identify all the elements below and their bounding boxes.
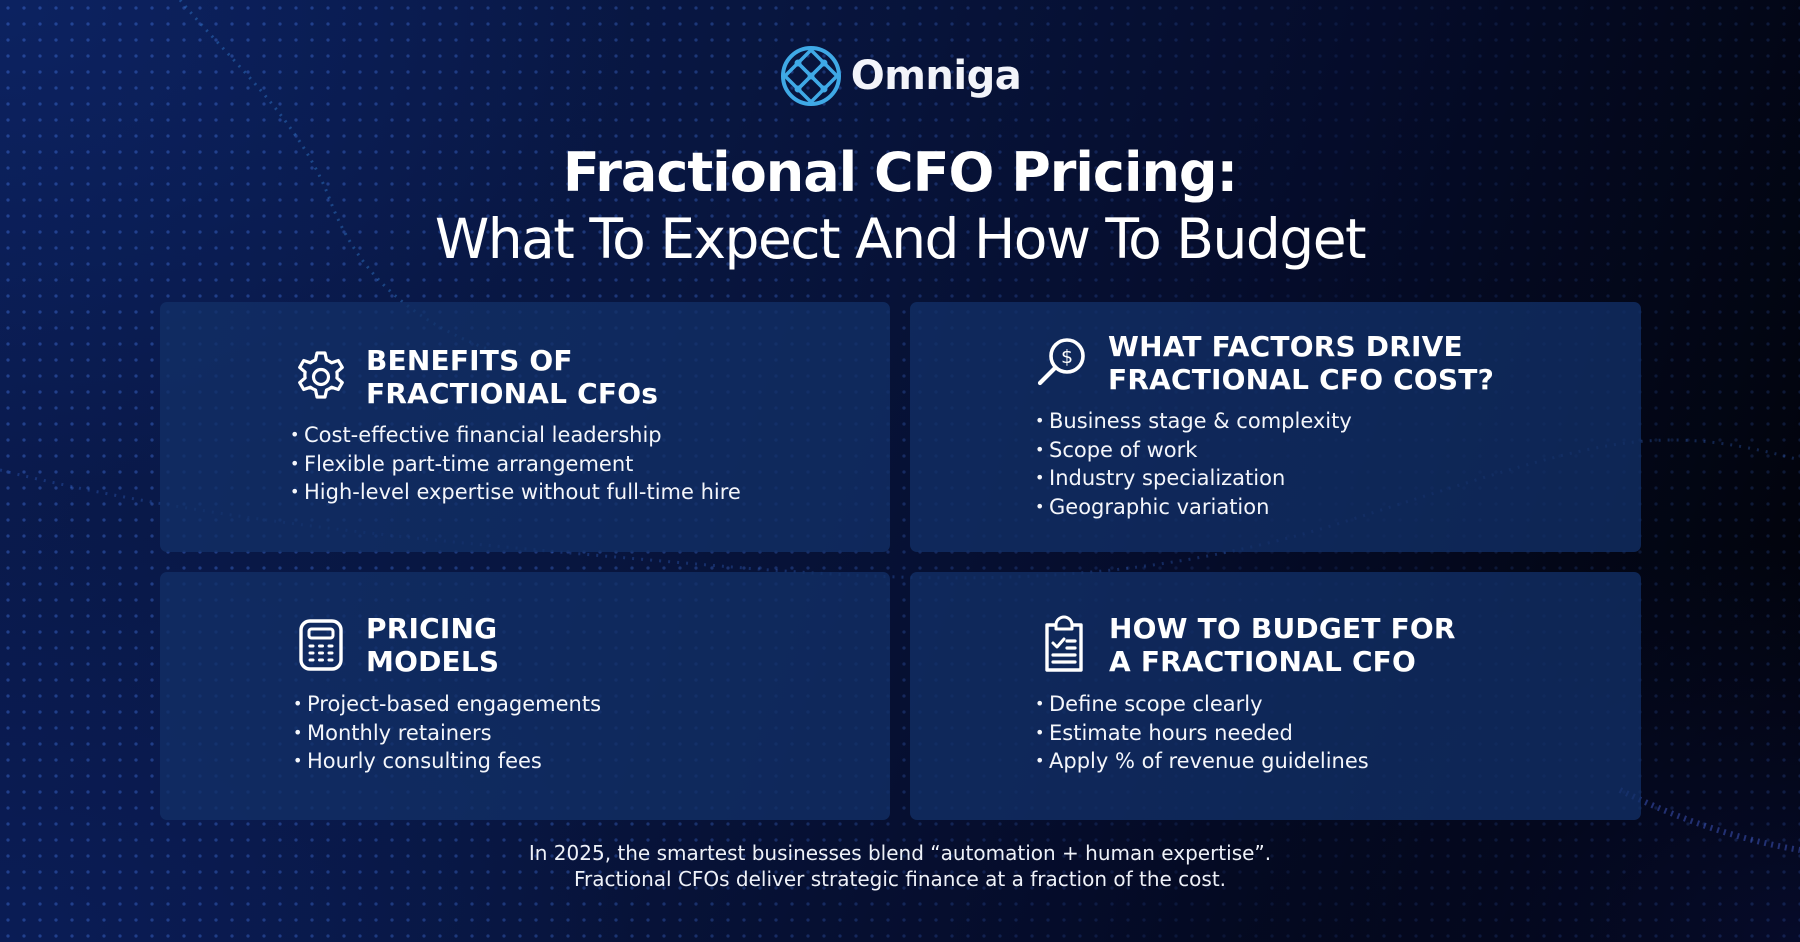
- gear-icon: [298, 351, 344, 399]
- list-item-text: Industry specialization: [1049, 466, 1286, 490]
- card-bullet-list: • Cost-effective financial leadership • Fl…: [290, 421, 741, 507]
- list-item-text: Geographic variation: [1049, 494, 1270, 519]
- card-header: $ WHAT FACTORS DRIVE FRACTIONAL CFO COST…: [1032, 330, 1494, 396]
- card-header: PRICING MODELS: [290, 612, 499, 678]
- globe-lattice-icon: [780, 46, 841, 106]
- brand-name: Omniga: [850, 53, 1022, 99]
- card-bullet-list: • Project-based engagements • Monthly reta…: [293, 690, 601, 776]
- bullet-icon: •: [290, 425, 300, 444]
- card-title-line: WHAT FACTORS DRIVE: [1108, 330, 1463, 363]
- list-item-text: Apply % of revenue guidelines: [1049, 749, 1369, 773]
- list-item-text: Estimate hours needed: [1049, 720, 1293, 745]
- bullet-icon: •: [1035, 722, 1045, 742]
- list-item: • Scope of work: [1035, 436, 1352, 465]
- calculator-icon: [299, 619, 343, 671]
- card-header: BENEFITS OF FRACTIONAL CFOs: [290, 344, 658, 410]
- list-item-text: Business stage & complexity: [1049, 409, 1352, 433]
- card-title: PRICING MODELS: [366, 612, 499, 678]
- list-item-text: Hourly consulting fees: [307, 749, 542, 773]
- list-item: • High-level expertise without full-time …: [290, 478, 741, 507]
- list-item: • Geographic variation: [1035, 493, 1352, 522]
- card-budgeting: HOW TO BUDGET FOR A FRACTIONAL CFO • Defi…: [910, 572, 1641, 820]
- title-subtitle: What To Expect And How To Budget: [434, 207, 1367, 271]
- clipboard-checklist-icon: [1045, 615, 1083, 672]
- bullet-icon: •: [1035, 751, 1045, 770]
- card-title: WHAT FACTORS DRIVE FRACTIONAL CFO COST?: [1108, 330, 1494, 396]
- list-item: • Industry specialization: [1035, 464, 1352, 493]
- footer-tagline: In 2025, the smartest businesses blend “…: [0, 840, 1800, 892]
- list-item: • Monthly retainers: [293, 719, 601, 748]
- bullet-icon: •: [293, 694, 303, 713]
- list-item: • Project-based engagements: [293, 690, 601, 719]
- bullet-icon: •: [1035, 468, 1045, 487]
- list-item: • Hourly consulting fees: [293, 747, 601, 776]
- footer-line-1: In 2025, the smartest businesses blend “…: [528, 841, 1272, 865]
- card-pricing-models: PRICING MODELS • Project-based engagement…: [160, 572, 890, 820]
- title-main: Fractional CFO Pricing:: [562, 141, 1238, 204]
- svg-text:$: $: [1061, 346, 1073, 368]
- card-benefits: BENEFITS OF FRACTIONAL CFOs • Cost-effect…: [160, 302, 890, 552]
- bullet-icon: •: [1035, 411, 1045, 430]
- bullet-icon: •: [1035, 496, 1045, 516]
- brand-logo: Omniga: [0, 44, 1800, 108]
- list-item-text: Flexible part-time arrangement: [304, 451, 634, 476]
- magnifier-dollar-icon: $: [1037, 338, 1085, 386]
- bullet-icon: •: [290, 453, 300, 473]
- card-title: HOW TO BUDGET FOR A FRACTIONAL CFO: [1109, 612, 1456, 678]
- page-title: Fractional CFO Pricing: What To Expect A…: [0, 140, 1800, 272]
- card-bullet-list: • Define scope clearly • Estimate hours ne…: [1035, 690, 1369, 776]
- list-item: • Define scope clearly: [1035, 690, 1369, 719]
- card-title-line: PRICING: [366, 612, 498, 645]
- list-item-text: Monthly retainers: [307, 720, 492, 745]
- card-title-line: FRACTIONAL CFO COST?: [1108, 363, 1495, 396]
- card-header: HOW TO BUDGET FOR A FRACTIONAL CFO: [1033, 612, 1456, 678]
- list-item-text: Cost-effective financial leadership: [304, 423, 662, 447]
- card-title-line: MODELS: [366, 645, 500, 678]
- bullet-icon: •: [290, 482, 300, 501]
- card-cost-factors: $ WHAT FACTORS DRIVE FRACTIONAL CFO COST…: [910, 302, 1641, 552]
- card-title-line: A FRACTIONAL CFO: [1109, 645, 1417, 678]
- card-title-line: FRACTIONAL CFOs: [366, 377, 659, 410]
- list-item: • Estimate hours needed: [1035, 719, 1369, 748]
- bullet-icon: •: [1035, 439, 1045, 459]
- list-item-text: Define scope clearly: [1049, 692, 1263, 716]
- bullet-icon: •: [293, 751, 303, 770]
- bullet-icon: •: [293, 722, 303, 742]
- footer-line-2: Fractional CFOs deliver strategic financ…: [573, 867, 1227, 891]
- list-item: • Business stage & complexity: [1035, 407, 1352, 436]
- list-item: • Cost-effective financial leadership: [290, 421, 741, 450]
- card-title-line: BENEFITS OF: [366, 344, 573, 377]
- list-item-text: Project-based engagements: [307, 692, 602, 716]
- card-bullet-list: • Business stage & complexity • Scope of w…: [1035, 407, 1352, 521]
- card-title-line: HOW TO BUDGET FOR: [1109, 612, 1456, 645]
- bullet-icon: •: [1035, 694, 1045, 713]
- list-item-text: Scope of work: [1049, 437, 1198, 462]
- list-item-text: High-level expertise without full-time h…: [304, 480, 741, 504]
- card-title: BENEFITS OF FRACTIONAL CFOs: [366, 344, 658, 410]
- list-item: • Flexible part-time arrangement: [290, 450, 741, 479]
- list-item: • Apply % of revenue guidelines: [1035, 747, 1369, 776]
